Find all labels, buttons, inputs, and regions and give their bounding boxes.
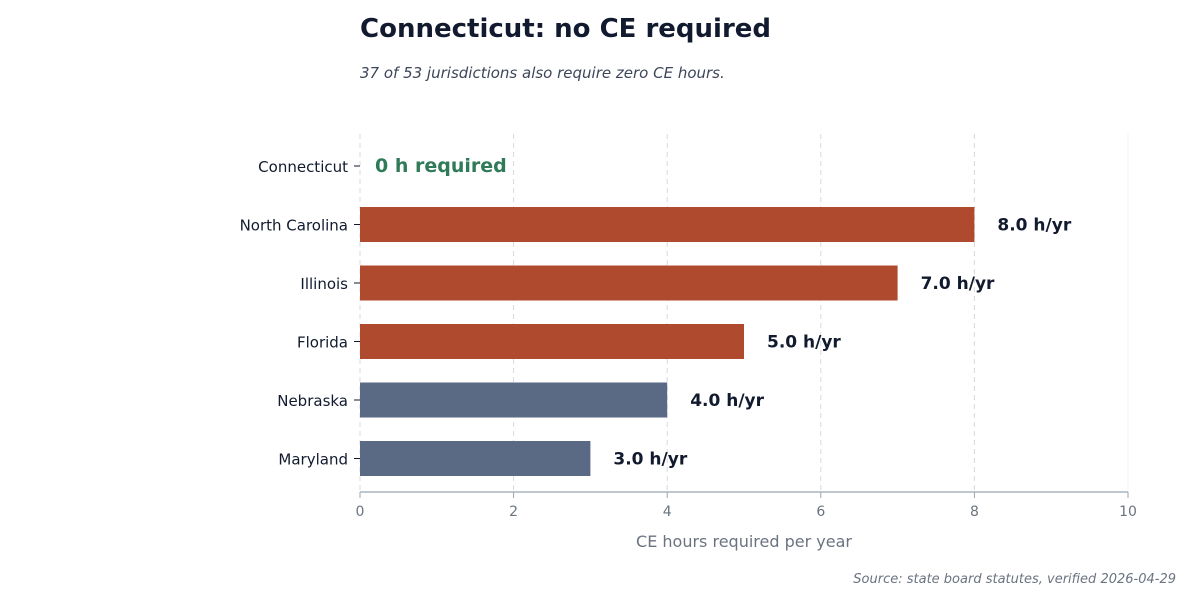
data-label: 3.0 h/yr	[613, 450, 687, 470]
x-tick-label: 0	[356, 504, 365, 520]
x-tick-label: 10	[1119, 504, 1137, 520]
x-tick-label: 8	[970, 504, 979, 520]
bar	[360, 441, 591, 476]
bar	[360, 324, 744, 359]
data-label: 7.0 h/yr	[921, 274, 995, 294]
x-axis-title: CE hours required per year	[636, 532, 852, 551]
x-tick-label: 2	[509, 504, 518, 520]
x-tick-label: 4	[663, 504, 672, 520]
chart-title: Connecticut: no CE required	[360, 14, 772, 44]
category-label: North Carolina	[240, 217, 348, 235]
data-label: 0 h required	[375, 155, 507, 177]
category-label: Maryland	[278, 451, 348, 469]
category-label: Florida	[297, 334, 348, 352]
bar	[360, 207, 975, 242]
data-label: 8.0 h/yr	[997, 216, 1071, 236]
data-label: 5.0 h/yr	[767, 333, 841, 353]
data-label: 4.0 h/yr	[690, 391, 764, 411]
source-note: Source: state board statutes, verified 2…	[853, 572, 1176, 587]
x-tick-label: 6	[816, 504, 825, 520]
bar	[360, 265, 898, 301]
chart-subtitle: 37 of 53 jurisdictions also require zero…	[360, 64, 725, 82]
category-label: Illinois	[300, 275, 348, 293]
bar	[360, 382, 668, 418]
category-label: Nebraska	[277, 392, 348, 410]
category-label: Connecticut	[258, 158, 348, 176]
